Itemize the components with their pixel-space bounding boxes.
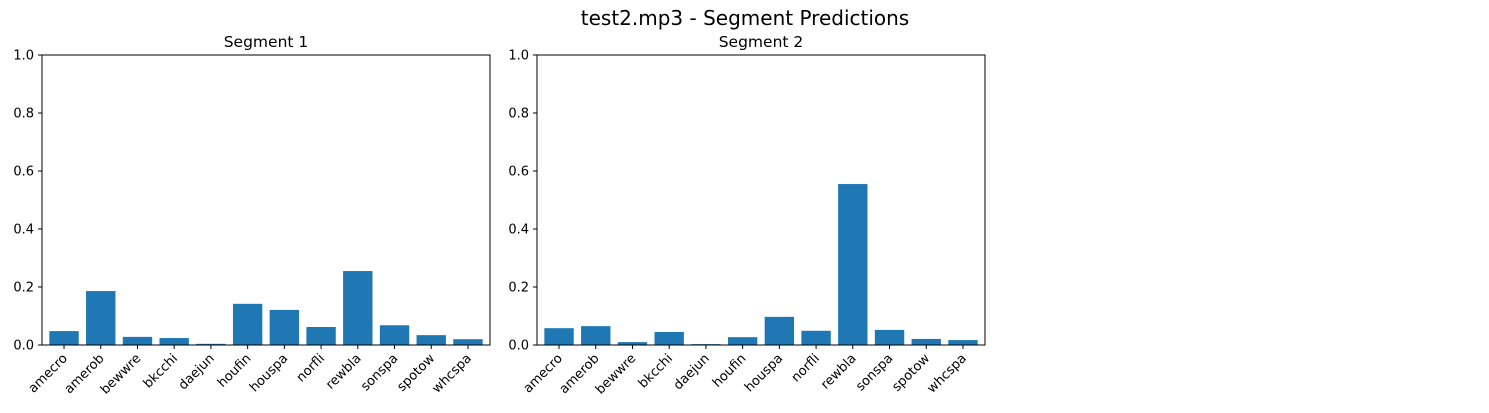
x-tick-label-daejun: daejun (671, 351, 713, 393)
bar-daejun (196, 343, 226, 345)
y-tick-label: 0.8 (13, 107, 34, 122)
x-tick-label-bkcchi: bkcchi (141, 351, 181, 391)
y-tick-label: 0.0 (508, 339, 529, 354)
x-tick-label-rewbla: rewbla (323, 351, 364, 392)
bar-houspa (764, 316, 795, 345)
x-tick-label-norfli: norfli (294, 351, 328, 385)
x-tick-label-bkcchi: bkcchi (636, 351, 676, 391)
bar-bewwre (122, 336, 153, 345)
bar-bkcchi (654, 331, 684, 345)
bar-sonspa (379, 325, 410, 345)
y-tick-label: 1.0 (508, 49, 529, 64)
y-tick-label: 0.8 (508, 107, 529, 122)
x-tick-label-houspa: houspa (247, 351, 291, 395)
bar-bewwre (617, 342, 648, 345)
axes-frame (41, 54, 491, 346)
axes-container: Segment 10.00.20.40.60.81.0amecroamerobb… (13, 33, 986, 398)
bar-amerob (86, 291, 116, 345)
bar-houfin (232, 303, 263, 345)
bar-amecro (49, 331, 79, 345)
x-tick-label-whcspa: whcspa (430, 351, 475, 396)
bar-whcspa (453, 339, 483, 345)
x-tick-label-norfli: norfli (789, 351, 823, 385)
x-tick-label-daejun: daejun (176, 351, 218, 393)
axes-title: Segment 1 (224, 33, 309, 51)
bar-norfli (801, 330, 831, 345)
y-tick-label: 0.2 (13, 281, 34, 296)
y-tick-label: 1.0 (13, 49, 34, 64)
bar-amerob (581, 326, 611, 345)
y-tick-label: 0.2 (508, 281, 529, 296)
bar-spotow (911, 338, 941, 345)
y-tick-label: 0.4 (13, 223, 34, 238)
x-tick-label-houspa: houspa (742, 351, 786, 395)
x-tick-label-bewwre: bewwre (593, 351, 639, 397)
bar-sonspa (874, 329, 905, 345)
figure-title: test2.mp3 - Segment Predictions (581, 6, 909, 30)
x-tick-label-sonspa: sonspa (358, 351, 401, 394)
y-tick-label: 0.0 (13, 339, 34, 354)
bar-houfin (727, 337, 758, 345)
bar-rewbla (343, 271, 373, 345)
x-tick-label-rewbla: rewbla (818, 351, 859, 392)
axes-frame (536, 54, 986, 346)
bar-spotow (416, 335, 446, 345)
bar-houspa (269, 309, 300, 345)
y-tick-label: 0.6 (508, 165, 529, 180)
bar-norfli (306, 327, 336, 345)
axes-segment-1: Segment 10.00.20.40.60.81.0amecroamerobb… (13, 33, 491, 398)
x-tick-label-sonspa: sonspa (853, 351, 896, 394)
axes-segment-2: Segment 20.00.20.40.60.81.0amecroamerobb… (508, 33, 986, 398)
x-tick-label-bewwre: bewwre (98, 351, 144, 397)
bar-whcspa (948, 340, 978, 345)
bar-amecro (544, 328, 574, 345)
bar-bkcchi (159, 338, 189, 345)
bar-rewbla (838, 184, 868, 345)
x-tick-label-whcspa: whcspa (925, 351, 970, 396)
axes-title: Segment 2 (719, 33, 804, 51)
y-tick-label: 0.6 (13, 165, 34, 180)
y-tick-label: 0.4 (508, 223, 529, 238)
